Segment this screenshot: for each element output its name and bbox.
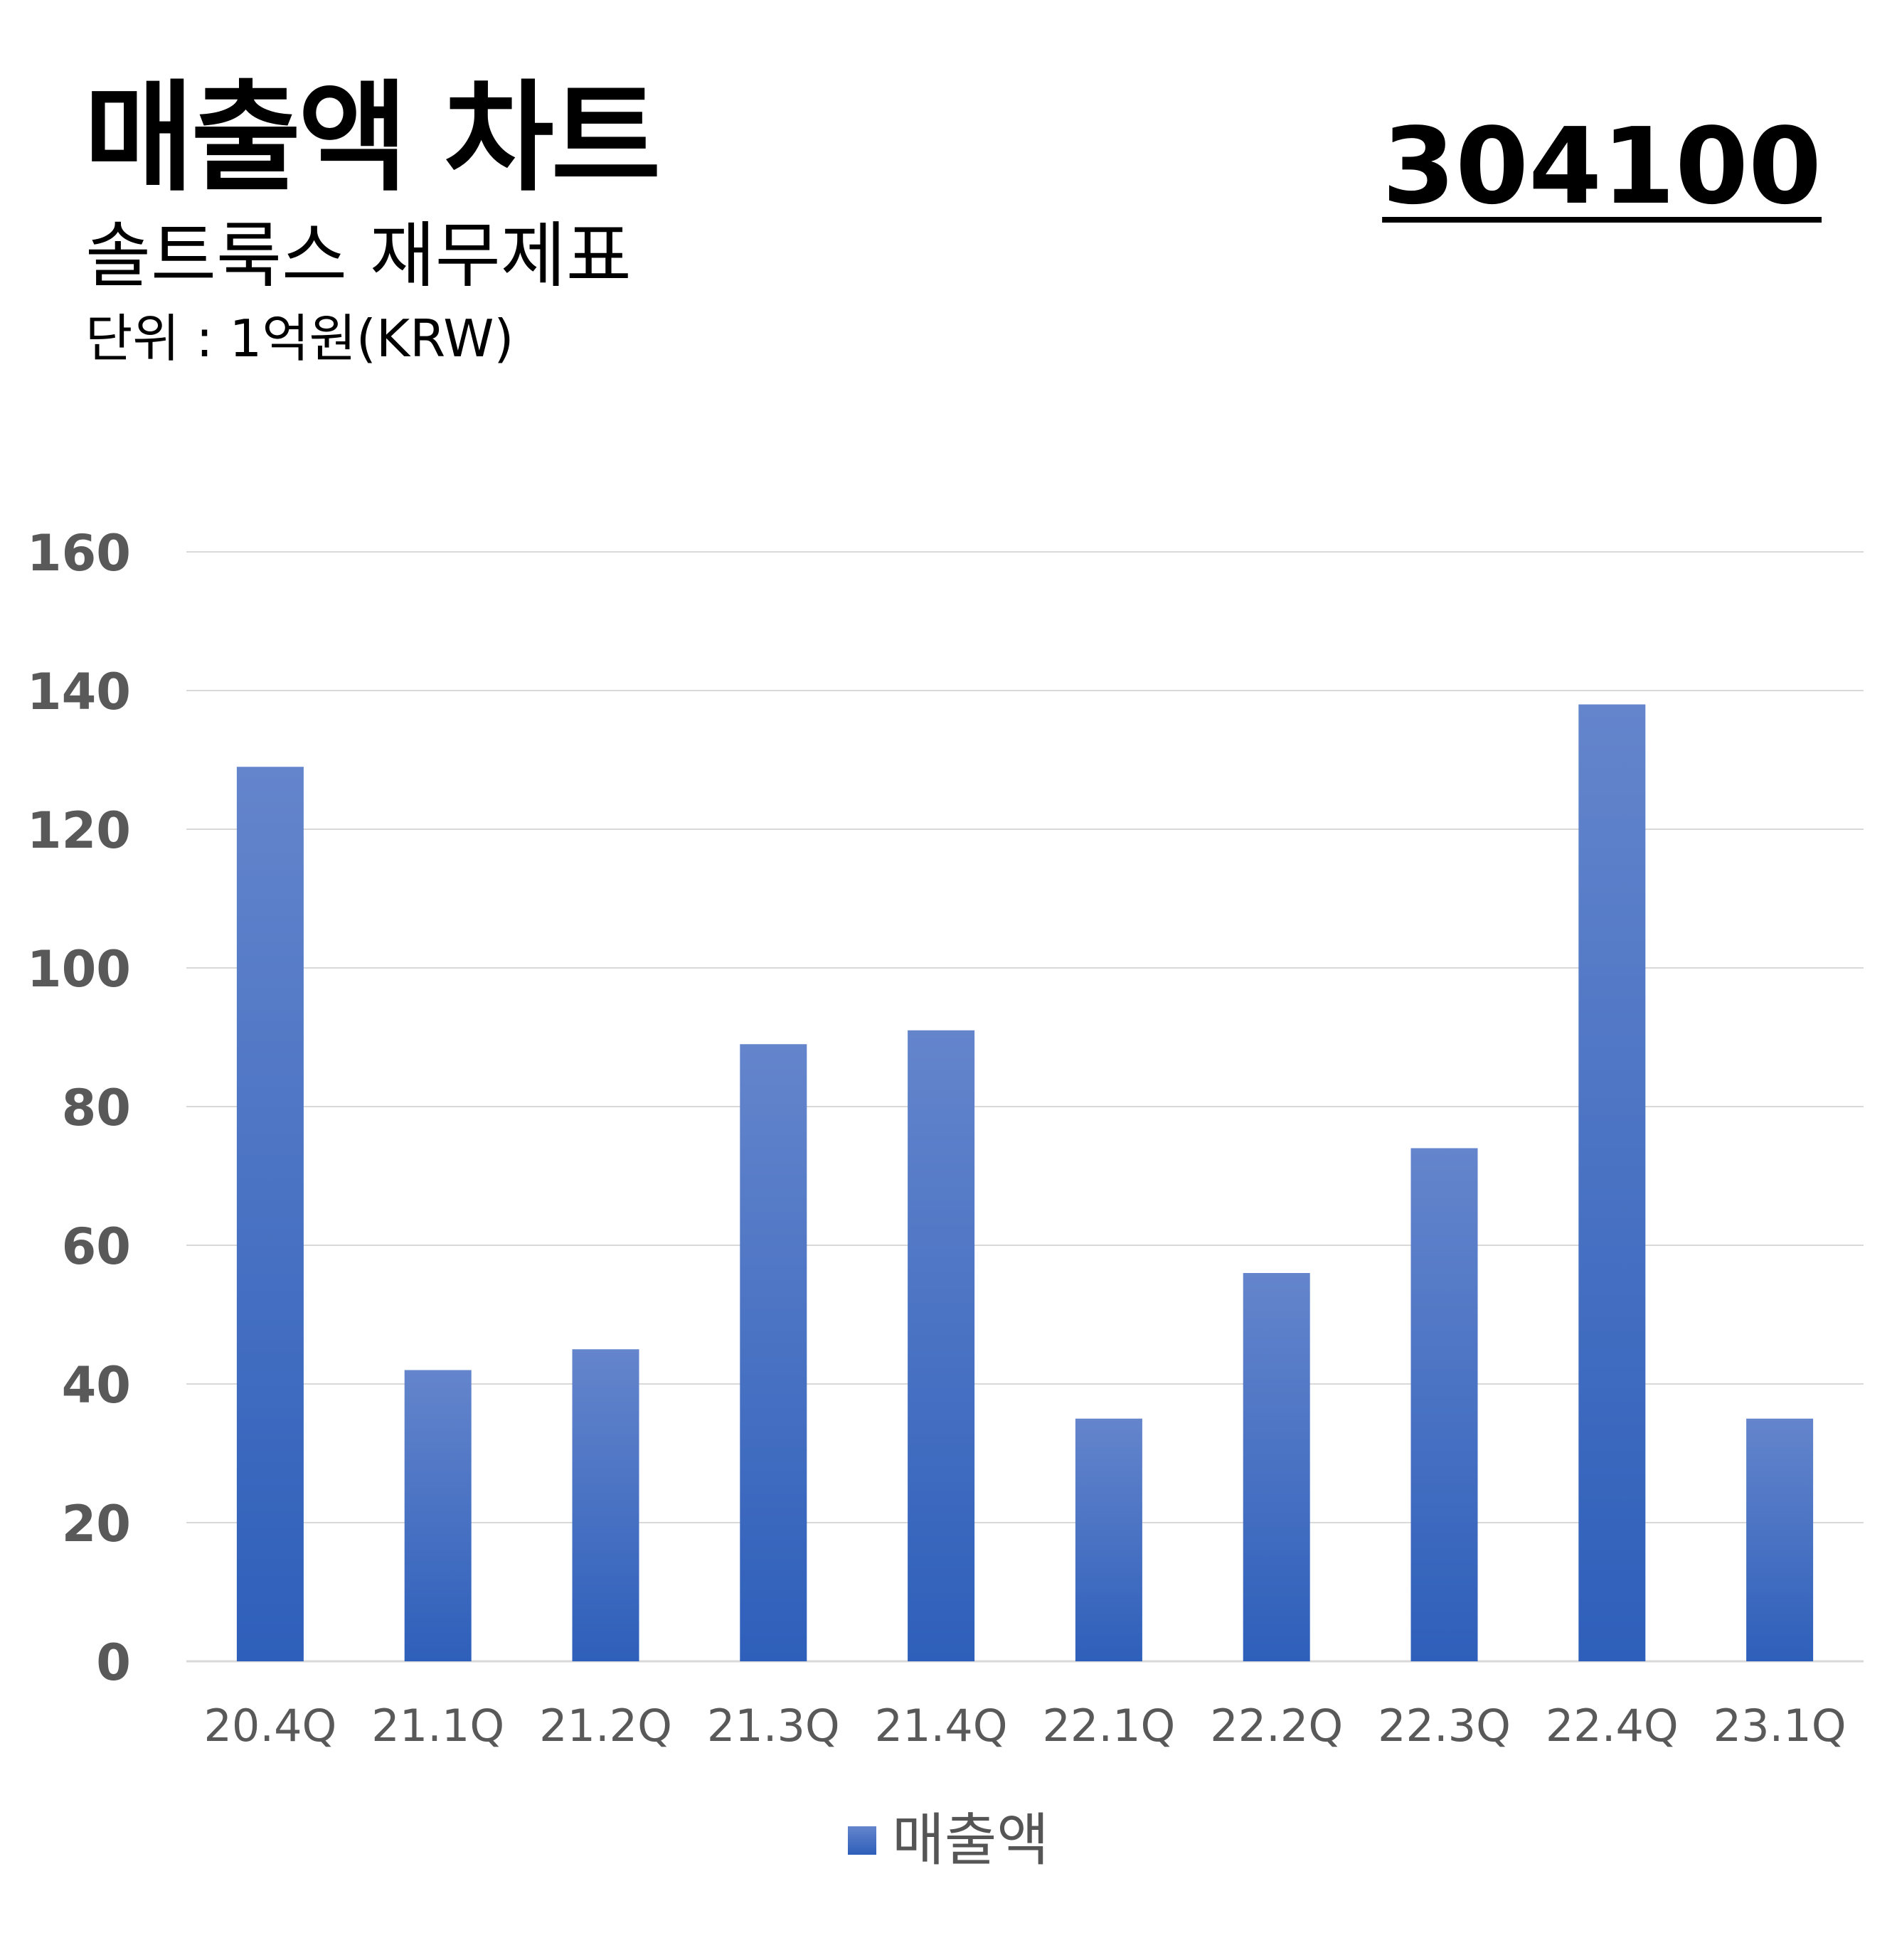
x-tick-label: 22.2Q xyxy=(1210,1700,1343,1752)
y-tick-label: 60 xyxy=(62,1218,131,1276)
x-axis-ticks: 20.4Q 21.1Q 21.2Q 21.3Q 21.4Q 22.1Q 22.2Q 22.3Q… xyxy=(203,1700,1846,1752)
unit-label: 단위 : 1억원(KRW) xyxy=(85,309,514,368)
x-tick-label: 21.1Q xyxy=(371,1700,504,1752)
legend: 매출액 xyxy=(0,1812,1897,1869)
y-axis-ticks: 0 20 40 60 80 100 120 140 160 xyxy=(27,524,131,1692)
x-tick-label: 21.3Q xyxy=(707,1700,840,1752)
bar-20.4Q xyxy=(236,767,304,1661)
bar-21.3Q xyxy=(740,1044,807,1661)
bar-23.1Q xyxy=(1746,1418,1814,1661)
legend-label: 매출액 xyxy=(892,1807,1049,1873)
bar-21.1Q xyxy=(404,1370,472,1661)
x-tick-label: 22.1Q xyxy=(1042,1700,1175,1752)
bar-22.3Q xyxy=(1410,1148,1478,1661)
stock-code: 304100 xyxy=(1382,105,1822,228)
x-tick-label: 22.4Q xyxy=(1546,1700,1679,1752)
y-tick-label: 40 xyxy=(62,1356,131,1415)
y-tick-label: 120 xyxy=(27,801,131,860)
y-tick-label: 160 xyxy=(27,524,131,582)
chart-subtitle: 솔트룩스 재무제표 xyxy=(85,214,632,297)
y-tick-label: 80 xyxy=(62,1079,131,1137)
x-tick-label: 22.3Q xyxy=(1378,1700,1511,1752)
bar-21.2Q xyxy=(572,1349,639,1661)
bar-22.2Q xyxy=(1243,1273,1310,1661)
y-tick-label: 0 xyxy=(96,1634,131,1692)
x-tick-label: 20.4Q xyxy=(203,1700,336,1752)
x-tick-label: 21.2Q xyxy=(539,1700,672,1752)
x-tick-label: 21.4Q xyxy=(875,1700,1008,1752)
legend-swatch xyxy=(848,1826,877,1855)
bar-21.4Q xyxy=(908,1030,975,1661)
y-tick-label: 140 xyxy=(27,663,131,721)
chart-title: 매출액 차트 xyxy=(84,68,661,208)
x-tick-label: 23.1Q xyxy=(1713,1700,1846,1752)
bars xyxy=(236,704,1814,1661)
y-tick-label: 20 xyxy=(62,1495,131,1553)
bar-22.4Q xyxy=(1578,704,1646,1661)
y-tick-label: 100 xyxy=(27,940,131,998)
bar-22.1Q xyxy=(1075,1418,1142,1661)
